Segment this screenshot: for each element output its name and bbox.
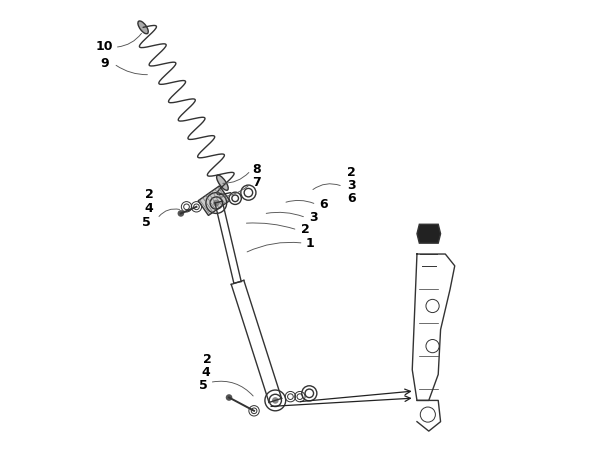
Text: 2: 2 bbox=[300, 223, 310, 237]
Text: 8: 8 bbox=[252, 162, 261, 176]
Text: 4: 4 bbox=[145, 202, 154, 215]
Circle shape bbox=[272, 397, 278, 404]
Circle shape bbox=[213, 200, 220, 206]
Text: 2: 2 bbox=[203, 353, 212, 366]
Text: 2: 2 bbox=[348, 166, 356, 179]
Text: 6: 6 bbox=[319, 198, 328, 211]
Text: 7: 7 bbox=[252, 176, 261, 189]
Text: 5: 5 bbox=[143, 216, 151, 229]
Circle shape bbox=[177, 210, 184, 217]
Text: 3: 3 bbox=[309, 211, 318, 224]
Polygon shape bbox=[417, 224, 441, 243]
Text: 4: 4 bbox=[201, 366, 210, 379]
Text: 9: 9 bbox=[100, 57, 109, 70]
Polygon shape bbox=[198, 186, 230, 216]
Text: 2: 2 bbox=[145, 188, 154, 200]
Ellipse shape bbox=[138, 21, 148, 34]
Text: 5: 5 bbox=[199, 379, 207, 392]
Text: 1: 1 bbox=[305, 237, 314, 250]
Text: 10: 10 bbox=[95, 40, 113, 53]
Ellipse shape bbox=[217, 175, 228, 190]
Circle shape bbox=[226, 394, 233, 401]
Text: 6: 6 bbox=[348, 192, 356, 205]
Text: 3: 3 bbox=[348, 179, 356, 192]
